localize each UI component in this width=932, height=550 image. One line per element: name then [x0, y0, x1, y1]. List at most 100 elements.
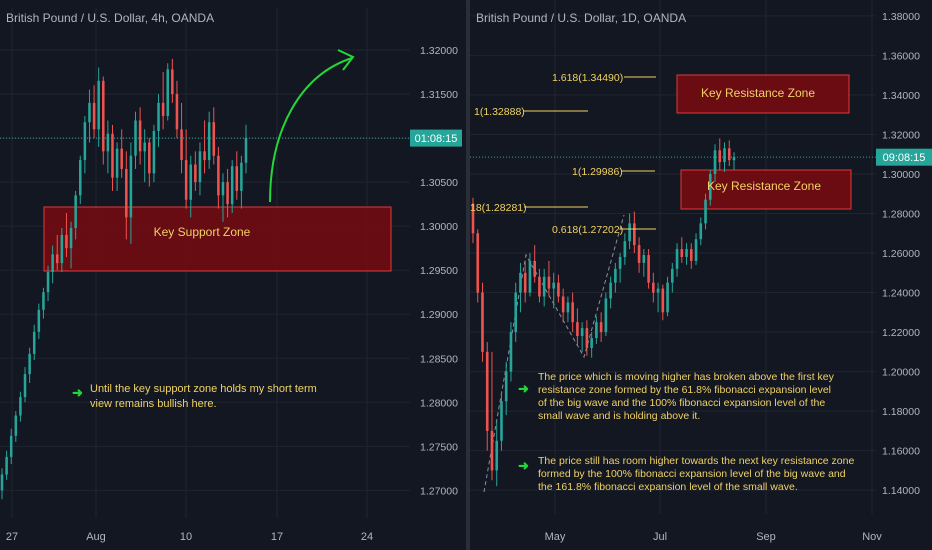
candle-body — [148, 142, 151, 174]
left-support-zone — [43, 206, 392, 272]
right-candles — [471, 138, 736, 487]
candle — [718, 138, 722, 171]
x-tick-label: Nov — [862, 531, 882, 543]
candle-body — [713, 150, 717, 174]
right-y-axis-bg — [876, 0, 932, 522]
candle — [120, 129, 123, 178]
candle-body — [585, 328, 589, 348]
candle-body — [23, 374, 27, 398]
left-candles — [0, 58, 248, 500]
candle-body — [161, 102, 165, 117]
fib-1-a: 1(1.32888) — [474, 106, 588, 118]
candle-body — [125, 168, 128, 218]
candle-body — [504, 371, 508, 402]
candle-body — [557, 282, 560, 297]
candle — [78, 155, 82, 205]
candle-body — [5, 456, 8, 475]
candle-body — [500, 401, 503, 441]
candle-body — [212, 122, 216, 156]
candle — [152, 124, 156, 183]
candle — [671, 262, 674, 293]
candle — [230, 160, 234, 213]
candle-body — [528, 260, 532, 293]
candle — [88, 89, 91, 143]
right-note2-line-2: formed by the 100% fibonacci expansion l… — [538, 468, 846, 480]
left-x-axis-bg — [0, 522, 466, 550]
y-tick-label: 1.29000 — [420, 309, 458, 321]
candle — [590, 332, 593, 358]
candle — [157, 94, 160, 147]
candle — [675, 243, 679, 277]
candle — [92, 85, 96, 139]
candle — [51, 245, 54, 284]
candle-body — [60, 234, 64, 264]
candle — [571, 292, 574, 333]
y-tick-label: 1.28500 — [420, 353, 458, 365]
candle-body — [0, 474, 4, 491]
candle-body — [106, 133, 110, 152]
candle-body — [152, 131, 156, 174]
candle-body — [42, 292, 45, 310]
candle-body — [637, 245, 641, 263]
candle-body — [476, 233, 480, 293]
candle-body — [180, 129, 183, 161]
candle-body — [599, 322, 603, 333]
x-tick-label: Sep — [756, 531, 776, 543]
candle-body — [111, 133, 114, 178]
panel-divider — [466, 0, 470, 550]
y-tick-label: 1.27500 — [420, 441, 458, 453]
candle — [694, 233, 698, 265]
candle-body — [656, 288, 660, 293]
right-note2-icon: ➜ — [518, 458, 529, 473]
candle-body — [723, 148, 726, 163]
left-y-axis-bg — [410, 0, 466, 522]
right-note2-line-1: The price still has room higher towards … — [538, 455, 854, 467]
candle — [9, 428, 13, 464]
candle — [5, 450, 8, 480]
candle-body — [542, 276, 546, 297]
candle — [226, 168, 229, 218]
candle-body — [538, 276, 541, 297]
candle-body — [618, 256, 622, 269]
candle — [623, 233, 627, 265]
candle-body — [685, 249, 688, 257]
candle — [203, 120, 206, 174]
candle-body — [83, 122, 87, 161]
right-note1-icon: ➜ — [518, 381, 529, 396]
candle-body — [699, 223, 703, 240]
candle — [102, 76, 105, 165]
candle-body — [689, 249, 693, 261]
candle — [656, 282, 660, 313]
candle-body — [661, 288, 665, 313]
right-note1-line-3: of the big wave and the 100% fibonacci e… — [538, 397, 825, 409]
y-tick-label: 1.36000 — [882, 50, 920, 62]
candle — [207, 111, 211, 169]
candle — [618, 253, 622, 283]
candle — [175, 80, 179, 139]
candle — [689, 243, 693, 269]
left-price-badge-group: 01:08:15 — [410, 129, 462, 147]
candle — [189, 155, 193, 218]
candle — [83, 116, 87, 174]
candle-body — [120, 148, 123, 169]
y-tick-label: 1.32000 — [420, 45, 458, 57]
candle — [198, 142, 202, 196]
y-tick-label: 1.28000 — [420, 397, 458, 409]
candle — [566, 296, 570, 323]
candle-body — [533, 260, 536, 277]
candle — [519, 262, 522, 313]
candle — [500, 391, 503, 451]
y-tick-label: 1.30000 — [420, 221, 458, 233]
candle — [166, 63, 170, 121]
candle — [23, 367, 27, 403]
candle — [708, 170, 712, 206]
candle — [504, 361, 508, 416]
fib-0618: 0.618(1.27202) — [552, 224, 656, 236]
left-title: British Pound / U.S. Dollar, 4h, OANDA — [6, 11, 214, 25]
fib-1-b-label: 1(1.29986) — [572, 166, 623, 178]
candle-body — [580, 328, 584, 337]
candle-body — [647, 255, 650, 283]
candle — [523, 260, 527, 303]
candle — [32, 324, 36, 361]
candle — [599, 312, 603, 342]
